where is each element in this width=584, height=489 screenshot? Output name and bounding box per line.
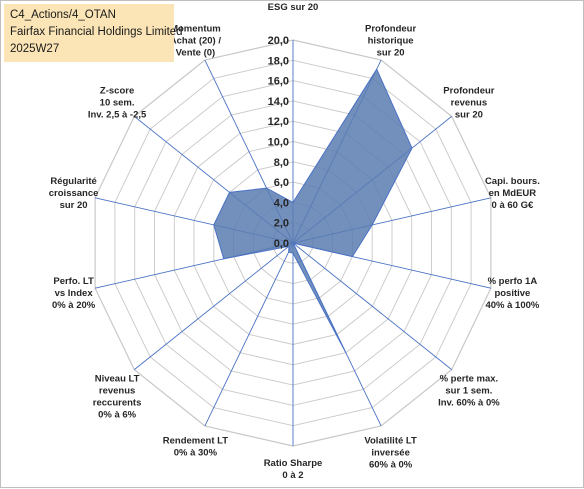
title-week: 2025W27 [10, 43, 60, 55]
axis-label: Niveau LT revenus reccurents 0% à 6% [93, 373, 142, 420]
radar-spoke [292, 242, 452, 370]
axis-label: Ratio Sharpe 0 à 2 [264, 458, 323, 481]
axis-label: Momentum Achat (20) / Vente (0) [170, 23, 222, 58]
axis-label: Rendement LT 0% à 30% [163, 436, 228, 459]
tick-label: 12,0 [268, 116, 289, 128]
tick-label: 6,0 [274, 177, 289, 189]
radar-spoke [204, 242, 294, 427]
title-category: C4_Actions/4_OTAN [10, 9, 116, 21]
axis-label: Z-score 10 sem. Inv. 2,5 à -2,5 [88, 86, 147, 121]
axis-label: Capi. bours. en MdEUR 0 à 60 G€ [485, 176, 540, 211]
radar-tick-labels: 0,0 2,0 4,0 6,0 8,0 10,0 12,0 14,0 16,0 18,0 20,0 [268, 35, 289, 250]
tick-label: 2,0 [274, 218, 289, 230]
chart-title-box: C4_Actions/4_OTAN Fairfax Financial Hold… [4, 4, 183, 62]
tick-label: 0,0 [274, 238, 289, 250]
radar-spoke [134, 242, 294, 370]
axis-label: NoteESG sur 20 [268, 1, 319, 13]
axis-label: % perfo 1A positive 40% à 100% [485, 276, 539, 311]
tick-label: 8,0 [274, 157, 289, 169]
axis-label: Perfo. LT vs Index 0% à 20% [52, 276, 96, 311]
tick-label: 20,0 [268, 35, 289, 47]
tick-label: 18,0 [268, 55, 289, 67]
series-area [213, 68, 413, 353]
tick-label: 16,0 [268, 76, 289, 88]
axis-label: % perte max. sur 1 sem. Inv. 60% à 0% [438, 373, 500, 408]
tick-label: 4,0 [274, 197, 289, 209]
axis-label: Profondeur revenus sur 20 [443, 86, 494, 121]
tick-label: 14,0 [268, 96, 289, 108]
axis-label: Profondeur historique sur 20 [365, 23, 416, 58]
axis-label: Volatilité LT inversée 60% à 0% [364, 436, 417, 471]
radar-series [213, 68, 413, 353]
title-company: Fairfax Financial Holdings Limited [10, 26, 183, 38]
axis-label: Régularité croissance sur 20 [49, 176, 99, 211]
tick-label: 10,0 [268, 137, 289, 149]
